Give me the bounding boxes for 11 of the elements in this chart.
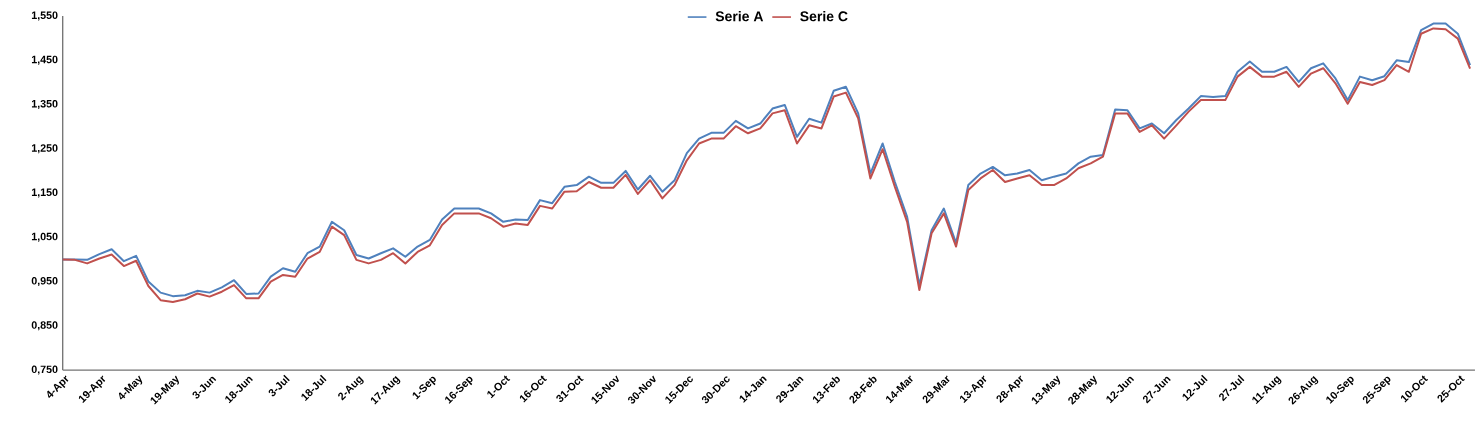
y-tick-label: 1,550 <box>31 11 58 21</box>
y-tick-label: 1,350 <box>31 99 58 110</box>
y-tick-label: 1,150 <box>31 188 58 198</box>
y-tick-label: 0,750 <box>31 365 58 375</box>
y-tick-label: 0,950 <box>31 276 58 287</box>
y-tick-label: 1,050 <box>31 232 58 242</box>
y-tick-label: 1,250 <box>31 144 58 154</box>
y-tick-label: 0,850 <box>31 321 58 331</box>
legend-label: Serie A <box>715 10 764 22</box>
legend-label: Serie C <box>800 10 848 22</box>
y-tick-label: 1,450 <box>31 55 58 65</box>
